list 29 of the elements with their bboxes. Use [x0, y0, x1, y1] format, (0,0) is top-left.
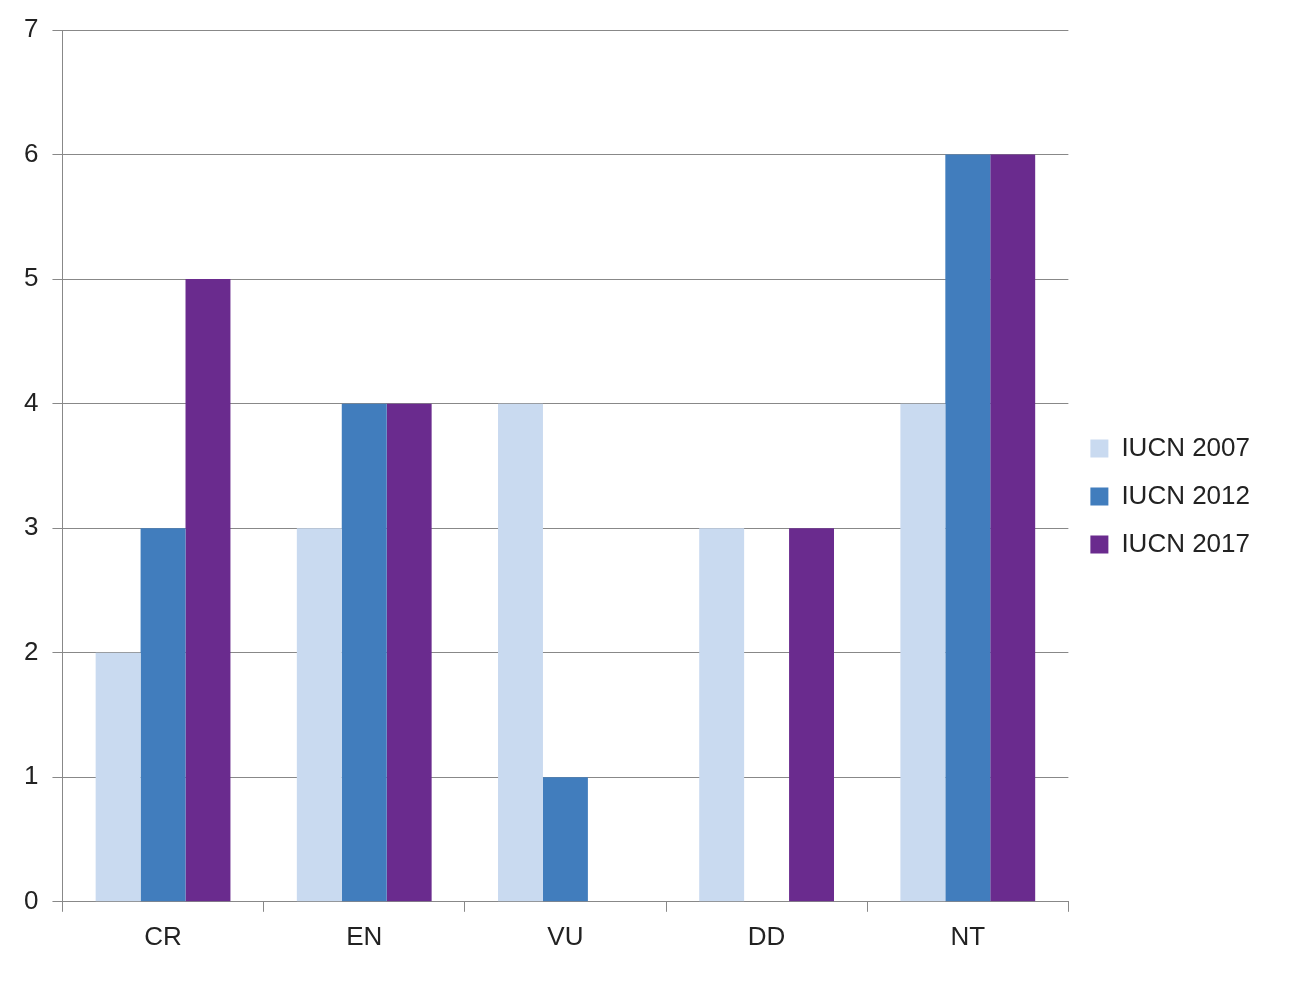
- x-tick-label: CR: [144, 920, 182, 951]
- x-tick-label: NT: [950, 920, 986, 951]
- y-tick-label: 2: [23, 635, 39, 666]
- x-tick-label: VU: [547, 920, 584, 951]
- bar: [386, 403, 432, 902]
- bar: [900, 403, 946, 902]
- legend-label: IUCN 2007: [1121, 431, 1251, 462]
- x-tick-label: EN: [346, 920, 383, 951]
- bar: [990, 154, 1036, 902]
- bar: [699, 528, 745, 902]
- bar: [140, 528, 186, 902]
- legend-label: IUCN 2012: [1121, 479, 1251, 510]
- bar: [498, 403, 543, 902]
- y-tick-label: 5: [23, 262, 39, 293]
- bar: [341, 403, 387, 902]
- bar: [945, 154, 991, 902]
- y-tick-label: 3: [23, 511, 39, 542]
- bar: [296, 528, 342, 902]
- legend-label: IUCN 2017: [1121, 527, 1251, 558]
- y-tick-label: 6: [23, 137, 39, 168]
- bar: [185, 279, 231, 902]
- bar: [95, 652, 141, 902]
- bar: [542, 777, 588, 902]
- y-tick-label: 7: [23, 13, 39, 44]
- y-tick-label: 0: [23, 884, 39, 915]
- y-tick-label: 1: [23, 760, 39, 791]
- bar: [789, 528, 834, 902]
- y-tick-label: 4: [23, 386, 39, 417]
- x-tick-label: DD: [747, 920, 786, 951]
